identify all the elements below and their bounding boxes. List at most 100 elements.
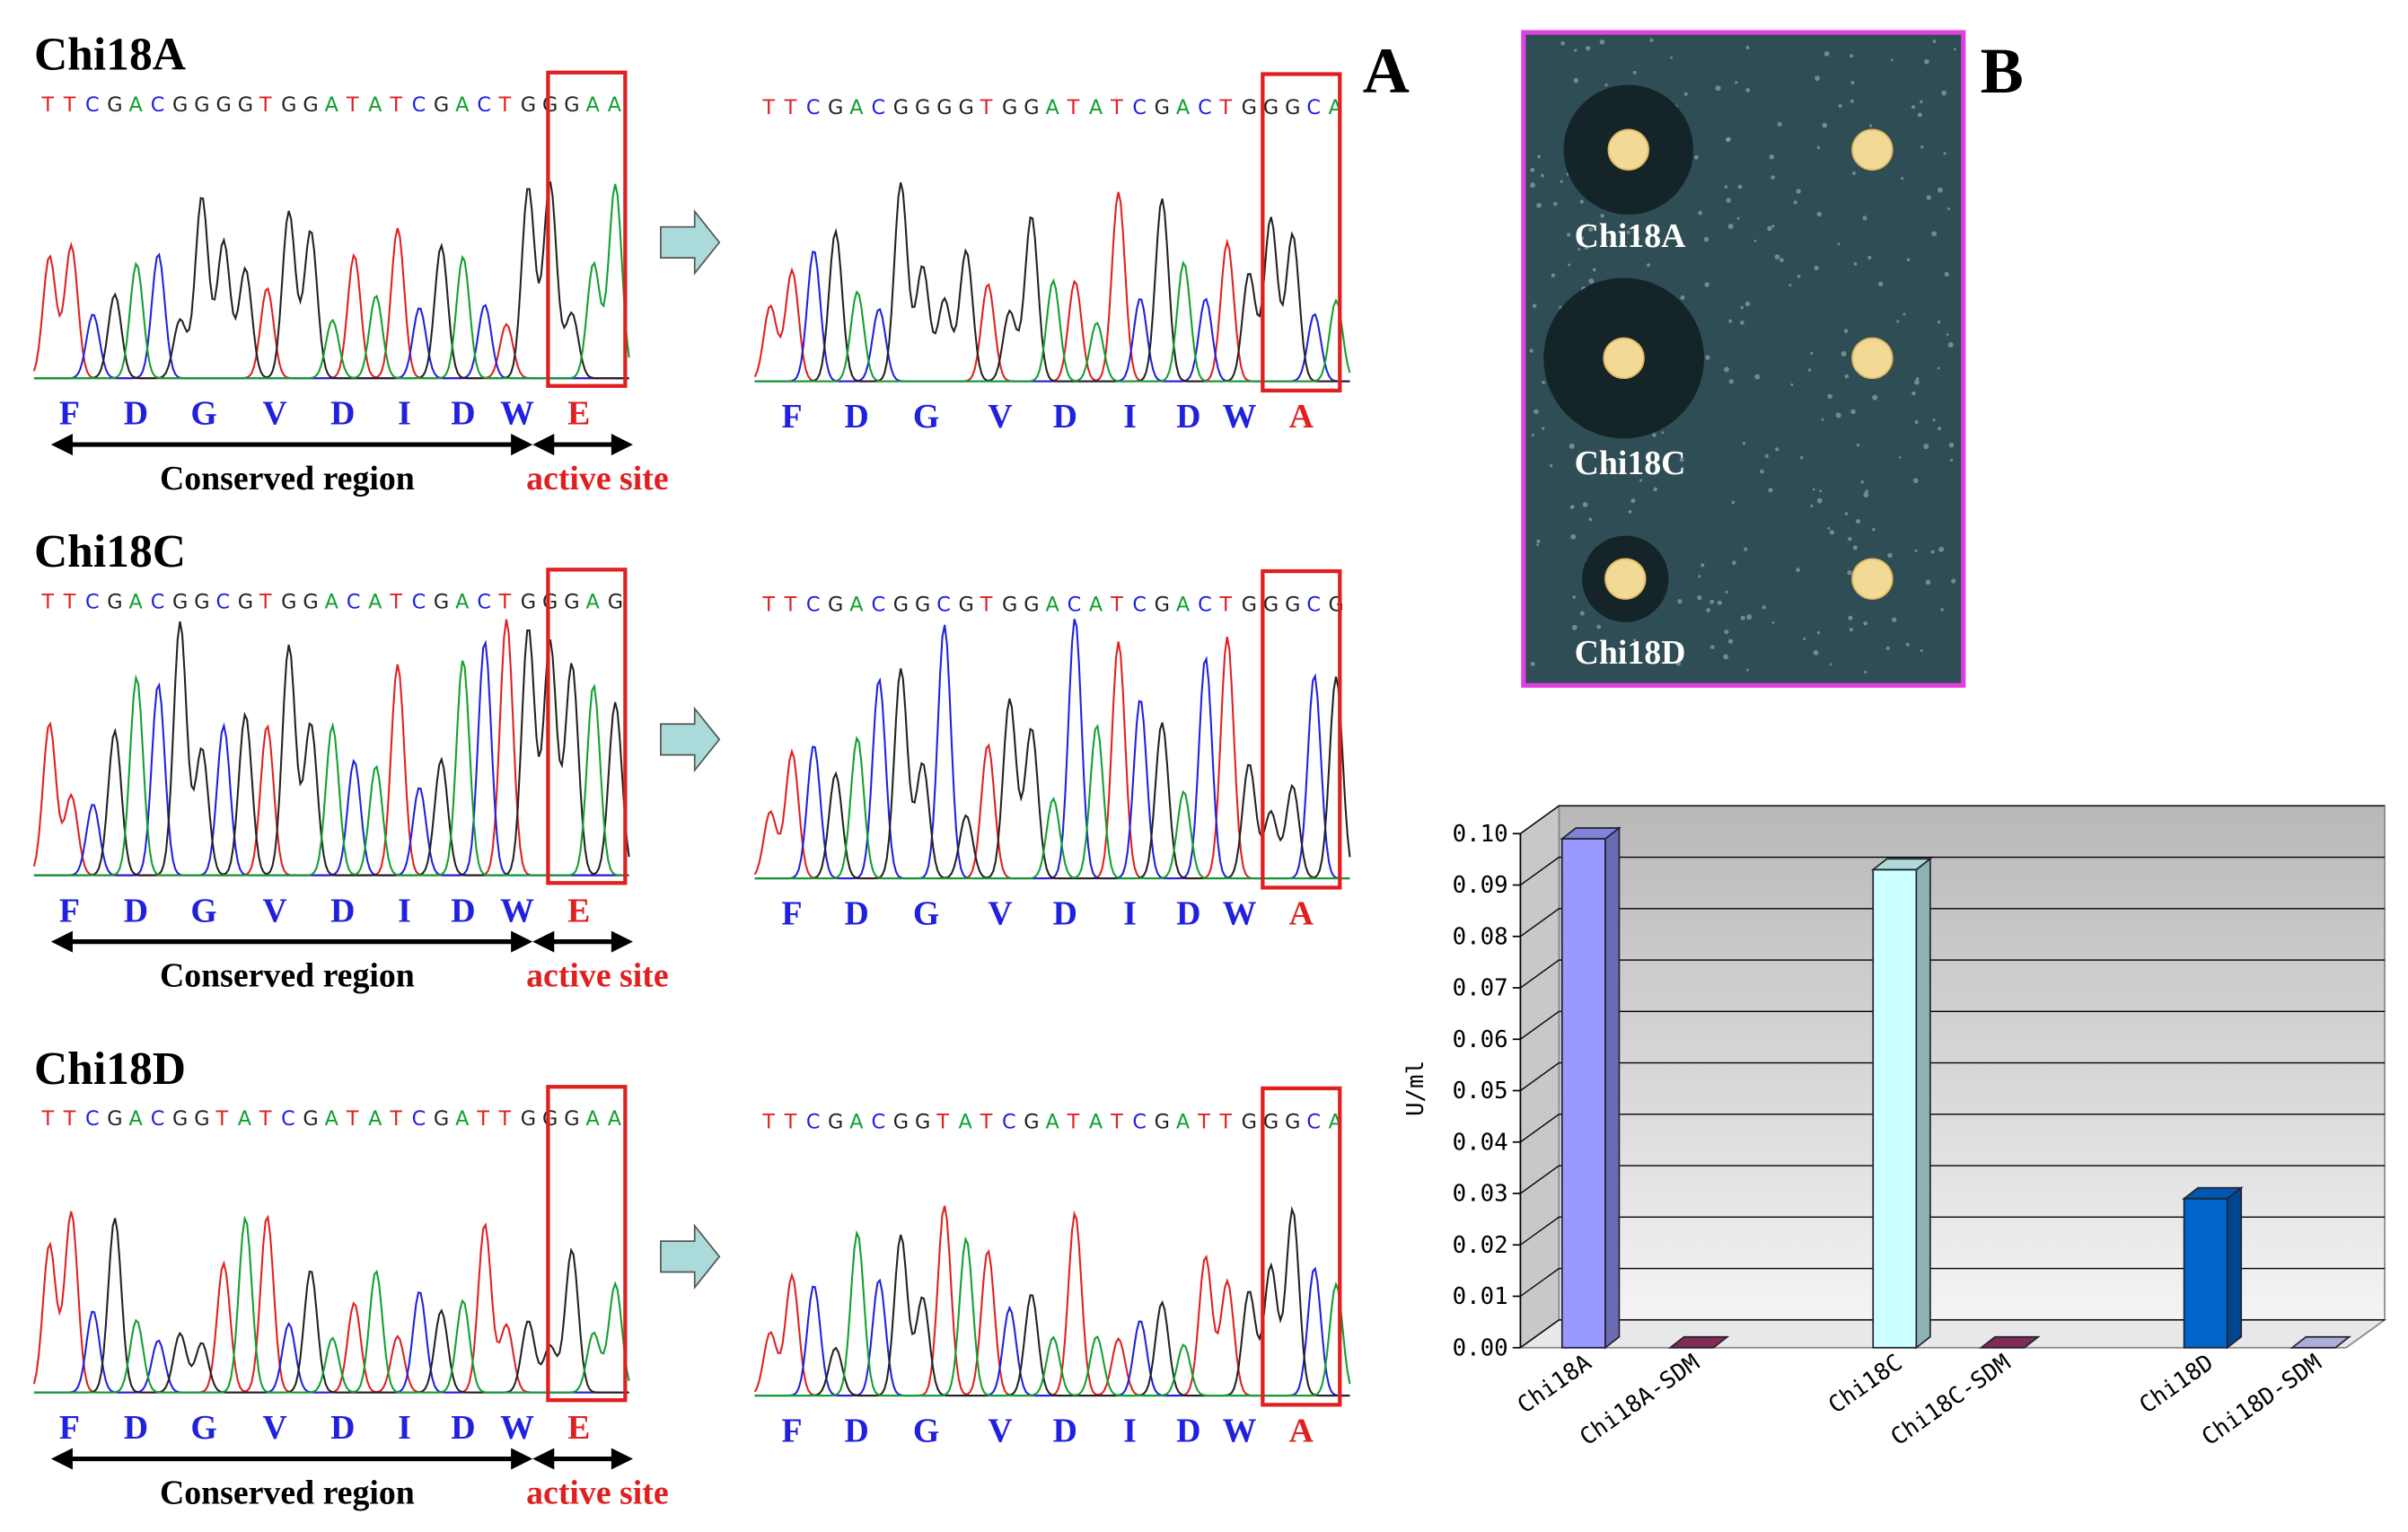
speckle (1531, 434, 1534, 437)
speckle (1530, 182, 1536, 189)
speckle (1537, 154, 1541, 159)
speckle (1727, 638, 1734, 644)
colony (1851, 128, 1894, 171)
y-tick-label: 0.08 (1453, 923, 1508, 950)
y-tick-label: 0.04 (1453, 1129, 1508, 1156)
chromatogram-trace (754, 181, 1350, 383)
chromatogram-trace (33, 660, 629, 876)
speckle (1872, 394, 1878, 401)
arrow-head (50, 434, 73, 456)
speckle (1790, 383, 1794, 386)
residue: E (567, 1409, 590, 1447)
speckle (1737, 184, 1743, 189)
panel-label: A (1363, 35, 1410, 107)
speckle (1885, 646, 1890, 651)
site-label: active site (526, 460, 668, 497)
highlight-box (1261, 568, 1342, 890)
speckle (1724, 630, 1729, 635)
residue: E (567, 395, 590, 433)
speckle (1816, 145, 1821, 150)
speckle (1570, 505, 1575, 508)
speckle (1715, 85, 1721, 92)
speckle (1584, 245, 1589, 250)
residue: V (988, 895, 1012, 933)
speckle (1951, 578, 1956, 584)
speckle (1632, 638, 1637, 642)
speckle (1812, 488, 1815, 491)
speckle (1760, 469, 1764, 474)
residue: W (500, 1409, 534, 1447)
speckle (1920, 100, 1923, 104)
speckle (1827, 393, 1832, 400)
speckle (1862, 216, 1868, 221)
speckle (1923, 444, 1929, 450)
residue: D (451, 395, 475, 433)
residue: D (845, 895, 869, 933)
speckle (1824, 50, 1830, 57)
residue: D (330, 892, 355, 929)
speckle (1604, 468, 1608, 472)
residue: F (781, 398, 802, 436)
speckle (1837, 242, 1841, 246)
speckle (1937, 320, 1941, 324)
grid-line (1520, 1216, 2386, 1246)
speckle (1573, 77, 1579, 84)
residue: F (781, 1413, 802, 1450)
speckle (1796, 189, 1801, 194)
region-label: Conserved region (160, 1474, 415, 1511)
speckle (1724, 185, 1728, 189)
highlight-box (546, 1085, 628, 1403)
speckle (1740, 320, 1744, 325)
speckle (1652, 433, 1657, 437)
speckle (1724, 366, 1729, 373)
speckle (1914, 379, 1920, 385)
speckle (1697, 594, 1702, 601)
region-label: Conserved region (160, 956, 415, 994)
bar-front (1872, 868, 1918, 1349)
speckle (1735, 81, 1738, 84)
arrow-head (611, 434, 633, 456)
speckle (1728, 379, 1734, 384)
speckle (1780, 258, 1784, 263)
speckle (1850, 409, 1856, 415)
speckle (1896, 320, 1900, 323)
chromatogram-trace (753, 636, 1350, 880)
speckle (1679, 457, 1684, 462)
speckle (1914, 549, 1918, 552)
residue: D (1176, 398, 1200, 436)
transition-arrow (660, 1223, 721, 1290)
speckle (1709, 645, 1715, 649)
speckle (1753, 239, 1757, 242)
residue: V (262, 1409, 286, 1447)
speckle (1588, 517, 1593, 522)
speckle (1848, 615, 1853, 621)
speckle (1569, 443, 1575, 449)
speckle (1745, 87, 1751, 92)
chromatogram-trace (33, 621, 630, 876)
speckle (1852, 545, 1858, 550)
speckle (1843, 329, 1849, 333)
speckle (1541, 173, 1544, 178)
y-tick-label: 0.02 (1453, 1232, 1508, 1259)
speckle (1943, 152, 1947, 155)
speckle (1683, 92, 1688, 96)
speckle (1532, 304, 1537, 308)
speckle (1727, 136, 1731, 142)
speckle (1810, 351, 1814, 356)
colony (1603, 337, 1645, 380)
speckle (1850, 54, 1854, 58)
bar-top (1979, 1335, 2041, 1349)
speckle (1796, 568, 1800, 572)
row-label: Chi18C (34, 526, 186, 577)
residue: V (988, 398, 1012, 436)
speckle (1822, 122, 1828, 128)
speckle (1599, 39, 1605, 45)
residue: D (1053, 398, 1077, 436)
residue: W (500, 395, 534, 433)
residue: G (913, 398, 939, 436)
speckle (1680, 295, 1685, 300)
highlight-box (546, 70, 628, 388)
speckle (1762, 605, 1766, 610)
residue: D (845, 398, 869, 436)
